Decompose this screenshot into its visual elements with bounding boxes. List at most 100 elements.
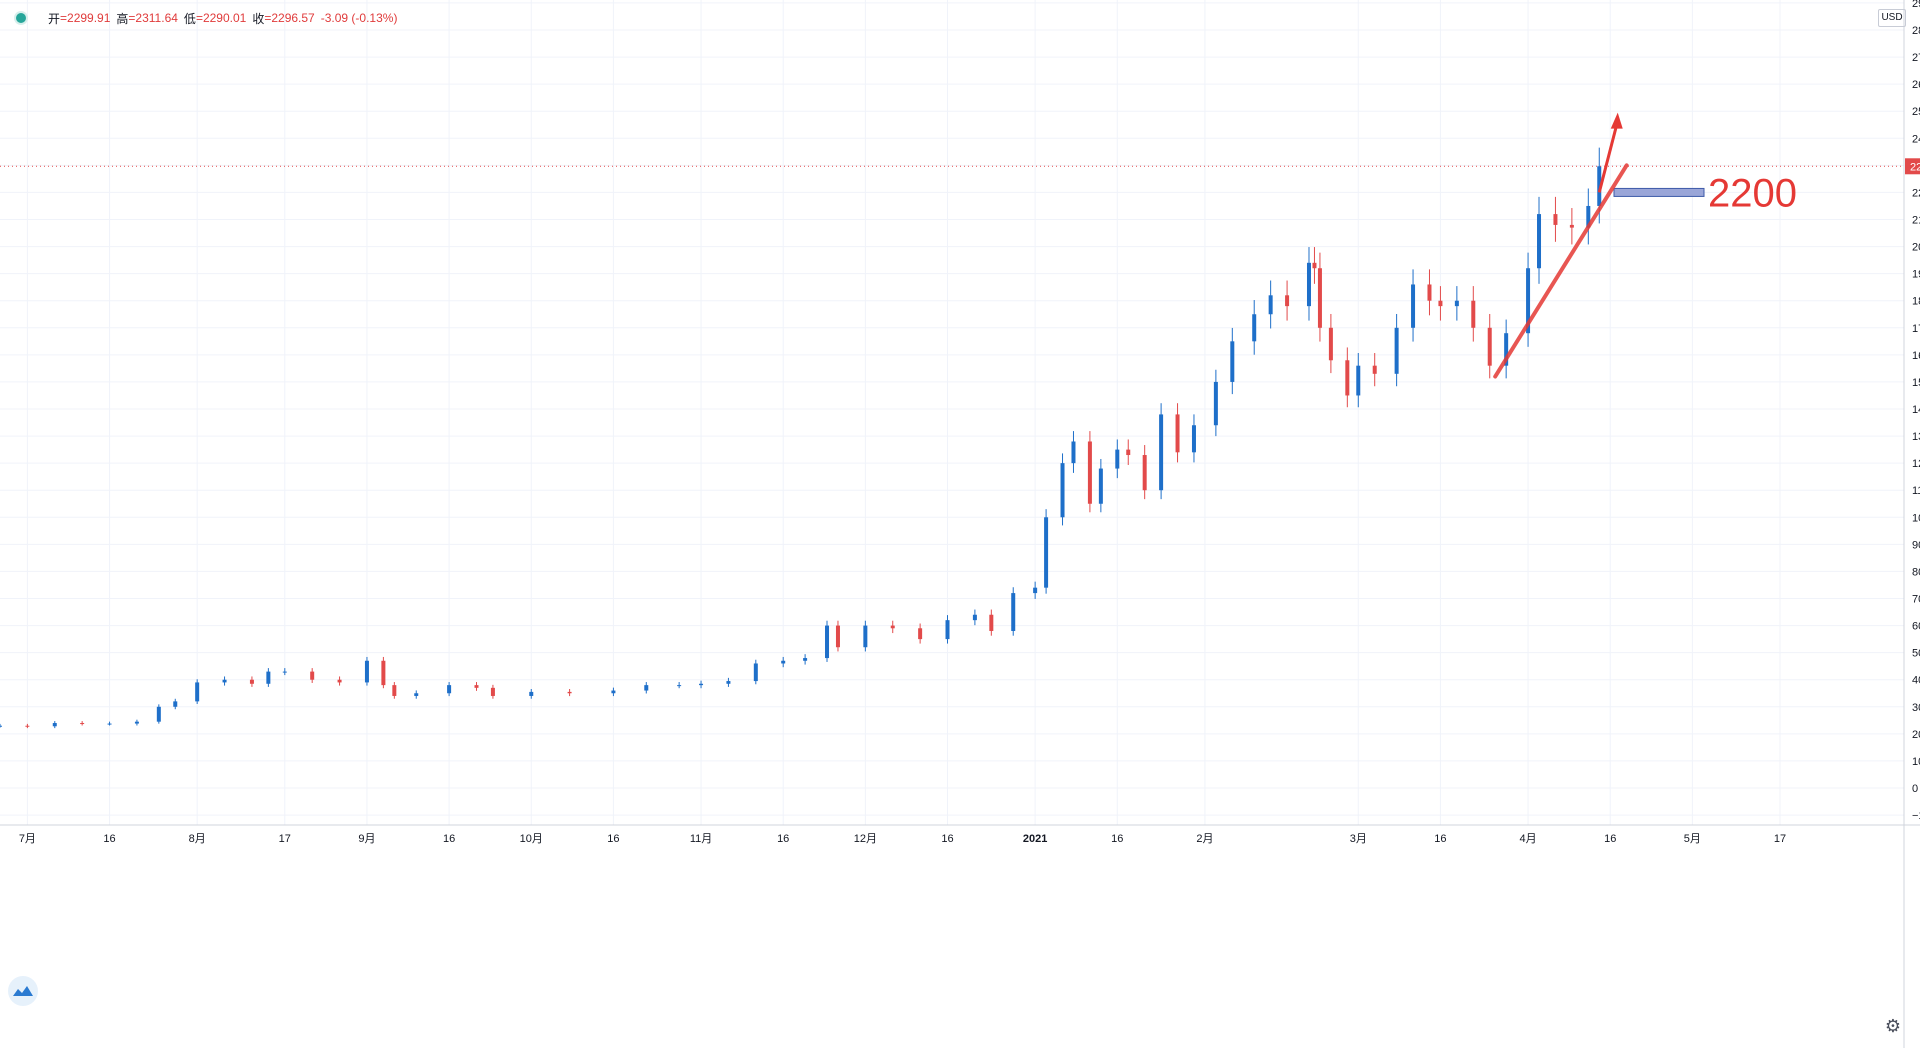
y-tick-label: 500: [1912, 648, 1920, 660]
candle-body: [825, 625, 830, 659]
candle-body: [490, 687, 495, 696]
candle-body: [1553, 214, 1558, 225]
candle-body: [835, 625, 840, 648]
y-tick-label: 1100: [1912, 485, 1920, 497]
candle-body: [918, 628, 923, 640]
x-tick-label: 11月: [690, 833, 712, 845]
currency-button[interactable]: USD: [1878, 9, 1906, 27]
low-value: =2290.01: [195, 11, 247, 25]
x-tick-label: 16: [777, 833, 789, 845]
x-tick-label: 16: [1111, 833, 1123, 845]
candle-body: [392, 685, 397, 696]
candle-body: [972, 614, 977, 621]
candle-body: [753, 663, 758, 682]
candle-body: [0, 725, 2, 727]
candle-body: [1115, 449, 1120, 469]
candle-body: [1230, 341, 1235, 382]
candle-body: [781, 660, 786, 664]
candle-body: [1454, 300, 1459, 307]
candle-body: [726, 681, 731, 684]
gear-icon[interactable]: ⚙: [1884, 1016, 1902, 1036]
annotations: 2200: [0, 112, 1904, 379]
candle-body: [677, 685, 682, 687]
arrow-shaft: [1597, 124, 1619, 193]
x-tick-label: 12月: [854, 833, 877, 845]
price-axis[interactable]: −100 0 100 200 300 400 500 600 700 800 900 1000 1100…: [1903, 0, 1920, 1048]
y-tick-label: 900: [1912, 539, 1920, 551]
candle-body: [1213, 381, 1218, 426]
candle-body: [1504, 333, 1509, 366]
y-tick-label: 200: [1912, 729, 1920, 741]
candle-body: [1597, 166, 1602, 206]
y-tick-label: 1200: [1912, 458, 1920, 470]
y-tick-label: 2100: [1912, 215, 1920, 227]
time-axis[interactable]: 7月 16 8月 17 9月 16 10月 16 11月 16 12月 16 2021 16 2月 3月 16 4…: [0, 824, 1920, 845]
candle-body: [1438, 300, 1443, 307]
candle-body: [52, 723, 57, 727]
high-value: =2311.64: [128, 11, 178, 25]
candle-body: [80, 723, 85, 725]
support-zone: [1613, 187, 1705, 197]
x-tick-label: 2021: [1023, 833, 1047, 845]
candle-body: [1098, 468, 1103, 504]
last-price-label: 2296.57: [1910, 161, 1920, 173]
x-tick-label: 16: [607, 833, 619, 845]
y-tick-label: 0: [1912, 783, 1918, 795]
candle-body: [1356, 365, 1361, 396]
y-tick-label: 1000: [1912, 512, 1920, 524]
candle-body: [1175, 414, 1180, 453]
candle-body: [1312, 262, 1317, 269]
candle-body: [249, 679, 254, 684]
x-tick-label: 16: [941, 833, 953, 845]
candle-body: [1071, 441, 1076, 464]
candle-body: [1252, 314, 1257, 342]
candle-body: [337, 679, 342, 683]
high-label: 高: [116, 11, 129, 26]
candle-body: [266, 671, 271, 684]
candle-body: [173, 701, 178, 707]
candle-body: [644, 685, 649, 691]
candles: [0, 147, 1602, 729]
x-tick-label: 7月: [19, 833, 36, 845]
y-tick-label: 1300: [1912, 431, 1920, 443]
candle-body: [1394, 327, 1399, 374]
symbol-status-icon[interactable]: [14, 11, 28, 25]
x-tick-label: 16: [1434, 833, 1446, 845]
low-label: 低: [183, 11, 196, 26]
open-label: 开: [48, 11, 61, 26]
y-tick-label: 1400: [1912, 404, 1920, 416]
x-tick-label: 17: [279, 833, 291, 845]
tradingview-logo-icon[interactable]: [8, 976, 38, 1006]
close-value: =2296.57: [264, 11, 315, 25]
x-tick-label: 4月: [1519, 833, 1536, 845]
x-tick-label: 3月: [1350, 833, 1367, 845]
y-tick-label: 600: [1912, 621, 1920, 633]
x-tick-label: 16: [443, 833, 455, 845]
candle-body: [1317, 268, 1322, 328]
candle-body: [1268, 295, 1273, 315]
candle-body: [1159, 414, 1164, 491]
candle-body: [156, 706, 161, 722]
candle-body: [447, 685, 452, 694]
y-tick-label: 2600: [1912, 79, 1920, 91]
candle-body: [414, 693, 419, 696]
x-tick-label: 17: [1774, 833, 1786, 845]
y-tick-label: 700: [1912, 594, 1920, 606]
y-tick-label: 2000: [1912, 242, 1920, 254]
candle-body: [1044, 517, 1049, 588]
x-tick-label: 2月: [1196, 833, 1213, 845]
trendline: [1493, 163, 1629, 379]
candle-body: [1328, 327, 1333, 361]
candle-body: [863, 625, 868, 648]
candle-body: [1345, 360, 1350, 396]
candle-body: [25, 725, 30, 727]
candle-body: [1487, 327, 1492, 366]
x-tick-label: 5月: [1684, 833, 1701, 845]
last-price-tag: [1905, 158, 1920, 175]
y-tick-label: 100: [1912, 756, 1920, 768]
candle-body: [195, 682, 200, 702]
y-tick-label: 2400: [1912, 133, 1920, 145]
candle-body: [364, 660, 369, 683]
